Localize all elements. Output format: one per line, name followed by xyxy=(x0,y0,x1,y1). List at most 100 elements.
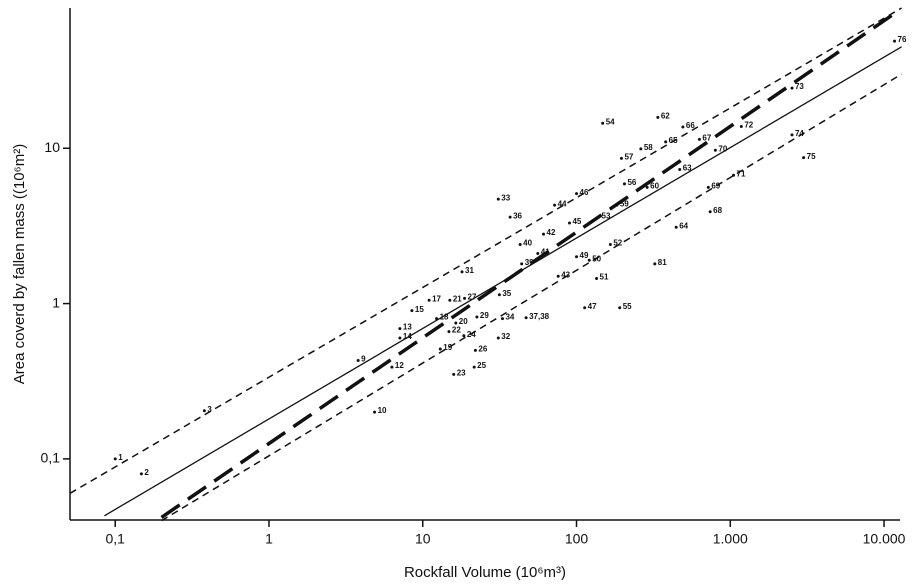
point xyxy=(438,347,442,351)
x-tick-label: 1.000 xyxy=(713,531,748,547)
point-label: 2 xyxy=(144,468,149,477)
y-tick-label: 10 xyxy=(44,139,60,155)
point xyxy=(427,298,431,302)
point-label: 60 xyxy=(650,181,659,190)
point-label: 46 xyxy=(580,188,589,197)
point xyxy=(520,262,524,266)
point xyxy=(435,317,439,321)
point xyxy=(681,125,685,129)
point-label: 14 xyxy=(403,332,412,341)
fit-line xyxy=(69,7,902,494)
point-label: 58 xyxy=(644,143,653,152)
point xyxy=(500,317,504,321)
point xyxy=(595,277,599,281)
x-tick-label: 1 xyxy=(265,531,273,547)
point xyxy=(619,156,623,160)
point-label: 31 xyxy=(465,266,474,275)
point-label: 66 xyxy=(686,121,695,130)
point xyxy=(645,185,649,189)
point-label: 63 xyxy=(683,164,692,173)
point xyxy=(518,243,522,247)
point xyxy=(893,39,897,43)
point-label: 53 xyxy=(602,211,611,220)
point-label: 50 xyxy=(592,254,601,263)
point-label: 64 xyxy=(679,221,688,230)
point xyxy=(708,210,712,214)
point xyxy=(583,306,587,310)
point xyxy=(615,203,619,207)
point-label: 67 xyxy=(702,134,711,143)
point xyxy=(739,125,743,129)
point-label: 81 xyxy=(658,258,667,267)
point-label: 32 xyxy=(501,332,510,341)
point-label: 57 xyxy=(624,153,633,162)
point xyxy=(452,372,456,376)
point xyxy=(524,316,528,320)
fit-line xyxy=(161,73,902,522)
point-label: 72 xyxy=(744,121,753,130)
point xyxy=(139,472,143,476)
point-label: 51 xyxy=(600,273,609,282)
point xyxy=(390,365,394,369)
point xyxy=(622,182,626,186)
point-label: 36 xyxy=(513,211,522,220)
point-label: 42 xyxy=(547,228,556,237)
point-label: 56 xyxy=(627,178,636,187)
point xyxy=(639,147,643,151)
point-label: 25 xyxy=(477,361,486,370)
point-label: 62 xyxy=(661,112,670,121)
point xyxy=(398,336,402,340)
point xyxy=(447,330,451,334)
point-label: 76 xyxy=(898,35,907,44)
point-label: 43 xyxy=(561,270,570,279)
point xyxy=(597,215,601,219)
point-label: 65 xyxy=(669,136,678,145)
point-label: 74 xyxy=(795,129,804,138)
point-label: 29 xyxy=(480,311,489,320)
point-label: 35 xyxy=(502,289,511,298)
point xyxy=(410,309,414,313)
fit-line xyxy=(104,46,902,517)
point xyxy=(475,315,479,319)
point xyxy=(398,327,402,331)
point xyxy=(356,358,360,362)
point xyxy=(706,185,710,189)
point xyxy=(536,252,540,256)
point-label: 22 xyxy=(452,326,461,335)
point xyxy=(473,348,477,352)
x-tick-label: 100 xyxy=(565,531,589,547)
point xyxy=(460,270,464,274)
x-tick-label: 10.000 xyxy=(863,531,906,547)
point xyxy=(454,321,458,325)
point-label: 3 xyxy=(207,405,212,414)
point xyxy=(790,86,794,90)
y-tick-label: 1 xyxy=(52,294,60,310)
point-label: 21 xyxy=(453,294,462,303)
point xyxy=(618,306,622,310)
point-label: 75 xyxy=(807,152,816,161)
point-label: 34 xyxy=(505,313,514,322)
point xyxy=(448,298,452,302)
point-label: 69 xyxy=(711,181,720,190)
point-label: 15 xyxy=(415,305,424,314)
point-label: 45 xyxy=(572,217,581,226)
point-label: 23 xyxy=(457,368,466,377)
point-label: 24 xyxy=(467,330,476,339)
point-label: 27 xyxy=(468,292,477,301)
point xyxy=(496,197,500,201)
point-label: 39 xyxy=(525,258,534,267)
point-label: 19 xyxy=(443,343,452,352)
point xyxy=(608,243,612,247)
x-axis-label: Rockfall Volume (10⁶m³) xyxy=(404,564,566,581)
point-label: 59 xyxy=(620,199,629,208)
point xyxy=(732,173,736,177)
point-label: 1 xyxy=(118,453,123,462)
point xyxy=(553,203,557,207)
point-label: 49 xyxy=(580,251,589,260)
y-axis-label: Area coverd by fallen mass ((10⁶m²) xyxy=(11,144,28,384)
y-tick-label: 0,1 xyxy=(41,450,61,466)
point xyxy=(113,457,117,461)
point xyxy=(674,225,678,229)
point xyxy=(575,192,579,196)
